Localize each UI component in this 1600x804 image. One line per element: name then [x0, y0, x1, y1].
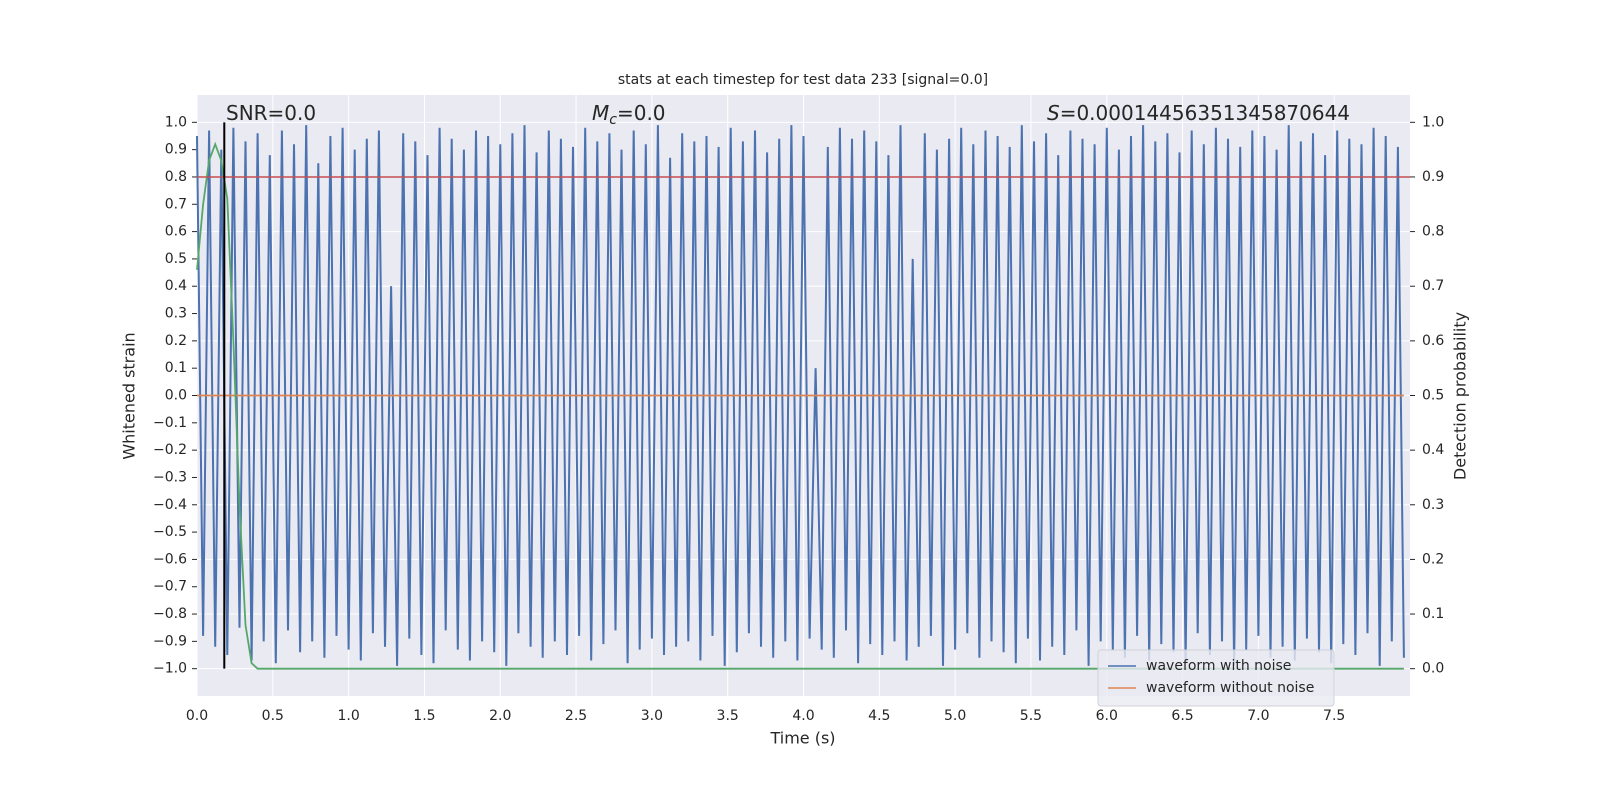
- y-axis-label: Whitened strain: [120, 332, 139, 459]
- annotation-symbol: S: [1047, 101, 1060, 125]
- y-tick-label: 0.2: [165, 333, 187, 349]
- y2-tick-label: 0.2: [1422, 551, 1444, 567]
- x-tick-label: 1.5: [413, 708, 435, 724]
- y-tick-label: −0.4: [153, 497, 187, 513]
- legend-box: [1097, 649, 1335, 707]
- x-tick-label: 3.0: [641, 708, 663, 724]
- y-tick-label: −0.9: [153, 633, 187, 649]
- y-tick-label: 0.7: [165, 196, 187, 212]
- annotation-text: =0.0: [617, 101, 666, 125]
- x-tick-label: 6.0: [1096, 708, 1118, 724]
- y2-tick-label: 0.5: [1422, 388, 1444, 404]
- x-tick-label: 0.0: [186, 708, 208, 724]
- y-tick-label: 0.3: [165, 306, 187, 322]
- annotation: S=0.00014456351345870644: [1047, 101, 1350, 125]
- x-tick-label: 5.0: [944, 708, 966, 724]
- y-tick-label: −0.6: [153, 551, 187, 567]
- ticks: 0.0 0.5 1.0 1.5 2.0 2.5 3.0 3.5 4.0 4.5 5.0 5.5 6.0 6…: [153, 114, 1444, 724]
- x-tick-label: 5.5: [1020, 708, 1042, 724]
- y2-tick-label: 0.7: [1422, 278, 1444, 294]
- y-tick-label: −0.8: [153, 606, 187, 622]
- y-tick-label: −0.7: [153, 579, 187, 595]
- series-line: [196, 141, 1404, 670]
- x-tick-label: 2.5: [565, 708, 587, 724]
- annotation-symbol: M: [592, 101, 609, 125]
- y-tick-label: −0.5: [153, 524, 187, 540]
- annotation-subscript: c: [609, 112, 617, 128]
- y2-tick-label: 0.3: [1422, 497, 1444, 513]
- x-axis-label: Time (s): [769, 729, 835, 748]
- x-tick-label: 2.0: [489, 708, 511, 724]
- legend-label: waveform without noise: [1146, 680, 1314, 696]
- x-tick-label: 0.5: [262, 708, 284, 724]
- y-tick-label: 0.0: [165, 388, 187, 404]
- y-tick-label: −1.0: [153, 661, 187, 677]
- x-tick-label: 4.5: [868, 708, 890, 724]
- x-tick-label: 4.0: [792, 708, 814, 724]
- y2-tick-label: 1.0: [1422, 114, 1444, 130]
- y-tick-label: 0.4: [165, 278, 187, 294]
- annotation: SNR=0.0: [226, 101, 316, 125]
- y2-tick-label: 0.4: [1422, 442, 1444, 458]
- annotation-text: SNR=0.0: [226, 101, 316, 125]
- y2-tick-label: 0.9: [1422, 169, 1444, 185]
- y-tick-label: −0.3: [153, 469, 187, 485]
- y-tick-label: −0.2: [153, 442, 187, 458]
- y-tick-label: 0.8: [165, 169, 187, 185]
- y2-axis-label: Detection probability: [1451, 312, 1470, 480]
- annotation: Mc=0.0: [592, 101, 666, 129]
- y2-tick-label: 0.8: [1422, 224, 1444, 240]
- x-tick-label: 1.0: [337, 708, 359, 724]
- x-tick-label: 6.5: [1171, 708, 1193, 724]
- y2-tick-label: 0.6: [1422, 333, 1444, 349]
- x-tick-label: 7.5: [1323, 708, 1345, 724]
- series-line: [196, 125, 1405, 666]
- y2-tick-label: 0.1: [1422, 606, 1444, 622]
- y-tick-label: 0.9: [165, 142, 187, 158]
- legend-label: waveform with noise: [1146, 658, 1291, 674]
- y-tick-label: −0.1: [153, 415, 187, 431]
- y-tick-label: 0.1: [165, 360, 187, 376]
- chart-title: stats at each timestep for test data 233…: [618, 72, 988, 88]
- legend: waveform with noise waveform without nois…: [1097, 649, 1335, 707]
- x-tick-label: 3.5: [717, 708, 739, 724]
- annotation-text: =0.00014456351345870644: [1060, 101, 1350, 125]
- y2-tick-label: 0.0: [1422, 661, 1444, 677]
- y-tick-label: 0.5: [165, 251, 187, 267]
- y-tick-label: 0.6: [165, 224, 187, 240]
- x-tick-label: 7.0: [1247, 708, 1269, 724]
- y-tick-label: 1.0: [165, 114, 187, 130]
